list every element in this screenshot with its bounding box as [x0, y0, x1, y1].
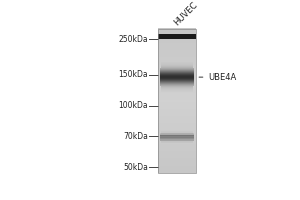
Bar [160, 86, 194, 87]
Bar [160, 140, 194, 141]
Bar [160, 133, 194, 134]
Bar [160, 88, 194, 89]
Bar [160, 69, 194, 70]
Bar [160, 78, 194, 79]
Bar [160, 139, 194, 140]
Bar [160, 65, 194, 66]
Bar [160, 134, 194, 135]
Bar [160, 141, 194, 142]
Bar [161, 142, 193, 143]
Bar [160, 87, 194, 88]
Bar [160, 138, 194, 139]
Text: 250kDa: 250kDa [118, 35, 148, 44]
Text: 100kDa: 100kDa [118, 101, 148, 110]
Bar [161, 63, 193, 64]
Bar [160, 81, 194, 82]
Bar [160, 66, 194, 67]
Bar [161, 131, 193, 132]
Bar [160, 140, 194, 141]
Bar [160, 82, 194, 83]
Text: 50kDa: 50kDa [123, 163, 148, 172]
Bar [160, 68, 194, 69]
Bar [160, 70, 194, 71]
Bar [161, 131, 193, 132]
Bar [161, 62, 193, 63]
Bar [160, 77, 194, 78]
Text: 70kDa: 70kDa [123, 132, 148, 141]
Bar [161, 142, 193, 143]
Bar [160, 135, 194, 136]
Bar [160, 137, 194, 138]
Bar [160, 73, 194, 74]
Bar [160, 74, 194, 75]
Text: HUVEC: HUVEC [172, 0, 199, 27]
Bar [160, 135, 194, 136]
Bar [160, 80, 194, 81]
Bar [158, 29, 196, 173]
Bar [161, 64, 193, 65]
Bar [160, 85, 194, 86]
Bar [161, 90, 193, 91]
Bar [161, 89, 193, 90]
Bar [158, 34, 196, 39]
Bar [160, 67, 194, 68]
Bar [160, 136, 194, 137]
Bar [160, 71, 194, 72]
Bar [160, 133, 194, 134]
Text: UBE4A: UBE4A [199, 73, 237, 82]
Bar [161, 91, 193, 92]
Bar [160, 83, 194, 84]
Bar [160, 75, 194, 76]
Text: 150kDa: 150kDa [118, 70, 148, 79]
Bar [160, 84, 194, 85]
Bar [160, 76, 194, 77]
Bar [160, 79, 194, 80]
Bar [160, 72, 194, 73]
Bar [160, 132, 194, 133]
